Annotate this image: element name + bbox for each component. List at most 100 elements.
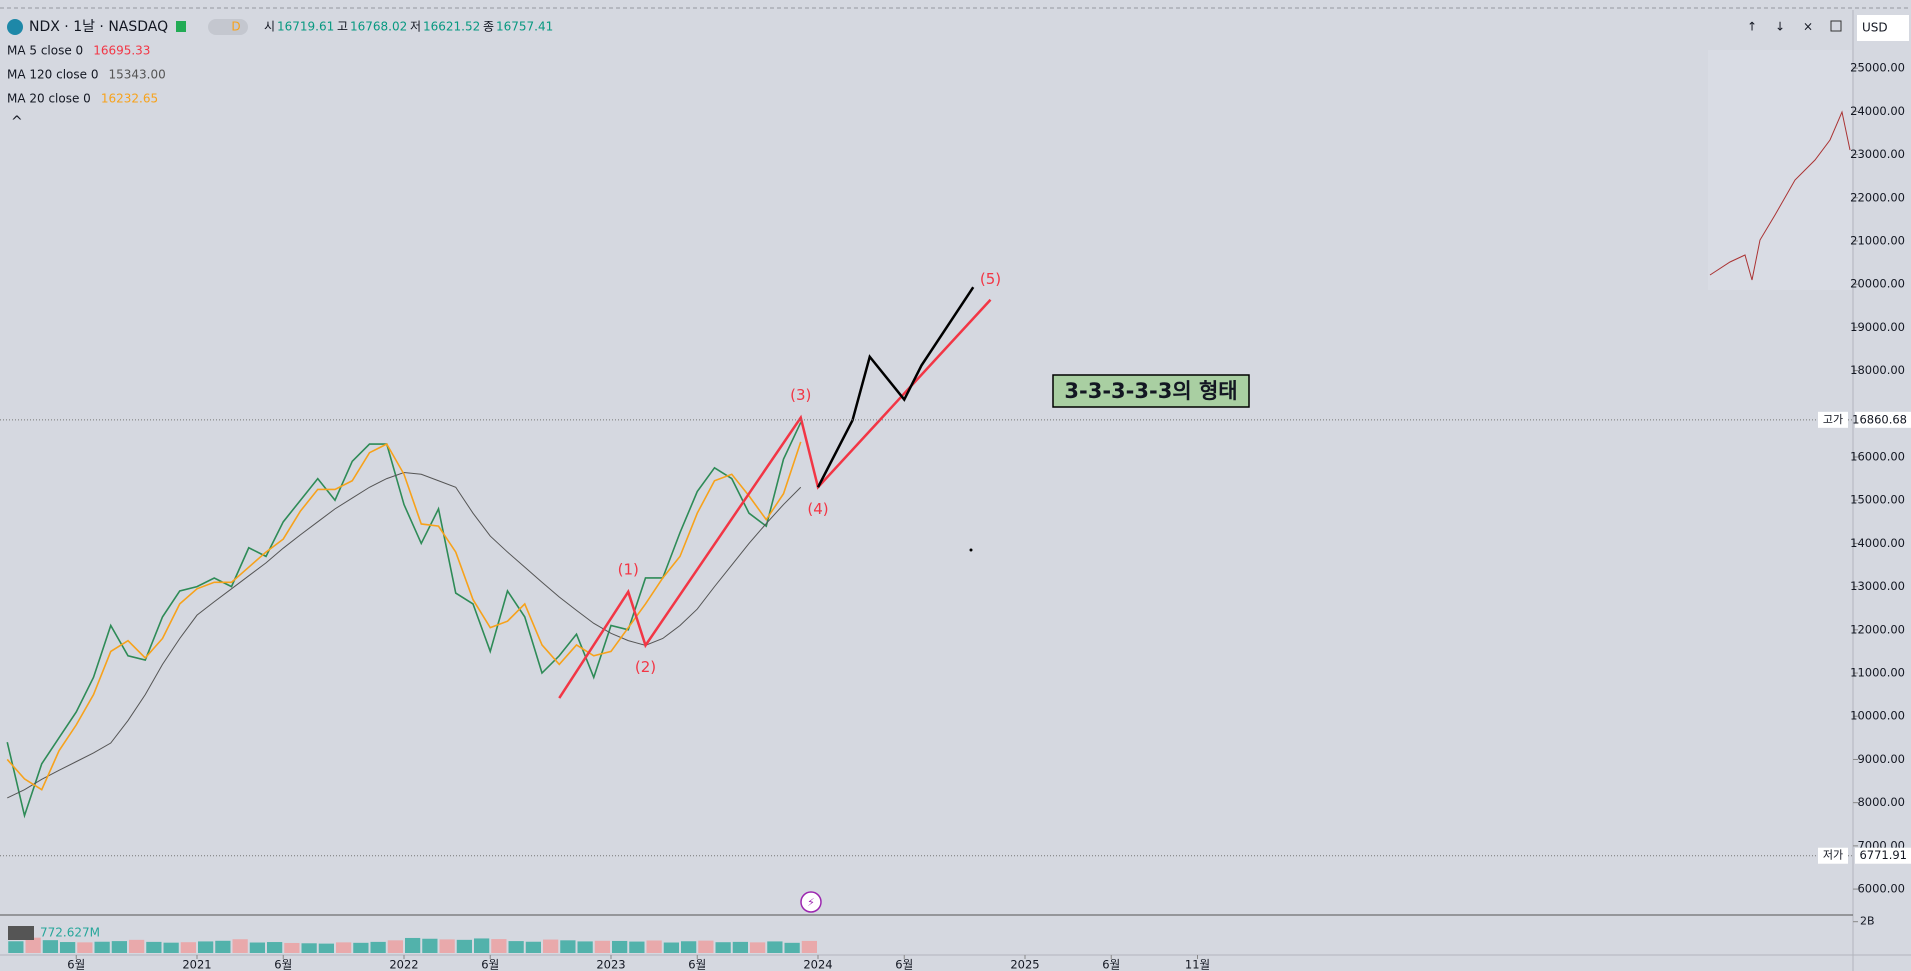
price-value-box (1855, 411, 1911, 428)
price-tag-box (1818, 411, 1848, 428)
volume-bar (439, 939, 455, 953)
interval-pill[interactable] (208, 19, 248, 35)
volume-tick-label: 2B (1860, 915, 1875, 928)
event-icon[interactable] (800, 891, 822, 913)
flag-icon (176, 21, 186, 32)
thumbnail (1708, 50, 1852, 290)
volume-bar (163, 942, 179, 953)
up-button[interactable]: ↑ (1747, 20, 1757, 34)
x-tick-label: 6월 (481, 958, 499, 971)
y-tick-label: 19000.00 (1850, 320, 1905, 334)
price-value: 16860.68 (1852, 412, 1907, 426)
indicator-value: 16232.65 (101, 92, 158, 106)
volume-bar (698, 940, 714, 953)
volume-bar (232, 939, 248, 953)
volume-bar (129, 939, 145, 953)
wave-label: (2) (635, 658, 656, 676)
x-tick-label: 6월 (274, 958, 292, 971)
y-tick-label: 10000.00 (1850, 709, 1905, 723)
y-tick-label: 6000.00 (1857, 882, 1905, 896)
x-tick-label: 2023 (596, 958, 625, 971)
wave-label: (5) (980, 270, 1001, 288)
thumbnail-line (1709, 110, 1851, 281)
price-series (7, 472, 802, 799)
price-tag-label: 고가 (1823, 413, 1843, 426)
symbol[interactable]: NDX · 1날 · NASDAQ (29, 19, 168, 35)
wave-line (558, 298, 992, 699)
volume-bar (387, 940, 403, 953)
volume-bar (249, 942, 265, 953)
volume-bar (267, 942, 283, 953)
y-tick-label: 13000.00 (1850, 579, 1905, 593)
y-tick-label: 18000.00 (1850, 363, 1905, 377)
indicator-label: MA 20 close 0 (7, 92, 91, 106)
ohlc-label: 저 (410, 20, 421, 34)
indicator-value: 15343.00 (108, 68, 165, 82)
volume-bar (353, 942, 369, 953)
annotation-box (1052, 374, 1250, 408)
volume-bar (629, 941, 645, 953)
close-button[interactable]: × (1803, 20, 1813, 34)
volume-bar (646, 940, 662, 953)
volume-bar (146, 941, 162, 953)
ohlc-value: 16621.52 (423, 20, 480, 34)
y-tick-label: 20000.00 (1850, 277, 1905, 291)
volume-bar (111, 941, 127, 953)
y-tick-label: 25000.00 (1850, 61, 1905, 75)
volume-bar (25, 937, 41, 953)
dot (969, 548, 973, 552)
event-icon-glyph: ⚡ (807, 896, 815, 909)
volume-bar (508, 941, 524, 953)
volume-bar (284, 942, 300, 953)
y-tick-label: 11000.00 (1850, 666, 1905, 680)
volume-bar (784, 942, 800, 953)
indicator-label: MA 120 close 0 (7, 68, 98, 82)
x-tick-label: 11월 (1185, 958, 1210, 971)
x-tick-label: 6월 (895, 958, 913, 971)
maximize-button[interactable] (1830, 20, 1842, 32)
x-tick-label: 6월 (1102, 958, 1120, 971)
price-value-box (1855, 847, 1911, 864)
y-tick-label: 15000.00 (1850, 493, 1905, 507)
indicator-value: 16695.33 (93, 44, 150, 58)
volume-bar (560, 940, 576, 953)
ohlc-label: 고 (337, 20, 348, 34)
wave-label: (1) (618, 560, 639, 578)
y-tick-label: 22000.00 (1850, 190, 1905, 204)
currency-dropdown[interactable] (1857, 15, 1909, 41)
volume-bar (732, 941, 748, 953)
y-tick-label: 9000.00 (1857, 752, 1905, 766)
volume-bar (663, 942, 679, 953)
volume-bar (594, 940, 610, 953)
y-tick-label: 14000.00 (1850, 536, 1905, 550)
x-tick-label: 2025 (1010, 958, 1039, 971)
volume-bar (801, 940, 817, 953)
volume-bar (180, 942, 196, 953)
collapse-toggle[interactable]: ^ (11, 114, 23, 130)
annotation: 3-3-3-3-3의 형태 (1064, 379, 1237, 403)
wave-label: (4) (807, 500, 828, 518)
volume-bar (77, 942, 93, 953)
volume-bar (474, 938, 490, 953)
volume-bar (577, 941, 593, 953)
volume-bar (715, 942, 731, 953)
price-series (6, 422, 802, 819)
volume-label: 772.627M (40, 926, 100, 940)
volume-icon (8, 926, 34, 940)
x-tick-label: 2022 (389, 958, 418, 971)
currency: USD (1862, 21, 1888, 35)
y-tick-label: 23000.00 (1850, 147, 1905, 161)
volume-bar (336, 942, 352, 953)
x-tick-label: 6월 (67, 958, 85, 971)
volume-bar (60, 942, 76, 953)
symbol-icon (7, 19, 23, 35)
volume-bar (215, 940, 231, 953)
volume-bar (42, 940, 58, 953)
volume-bar (491, 939, 507, 953)
down-button[interactable]: ↓ (1775, 20, 1785, 34)
volume-bar (8, 941, 24, 953)
price-tag-label: 저가 (1823, 849, 1843, 862)
volume-bar (198, 941, 214, 953)
